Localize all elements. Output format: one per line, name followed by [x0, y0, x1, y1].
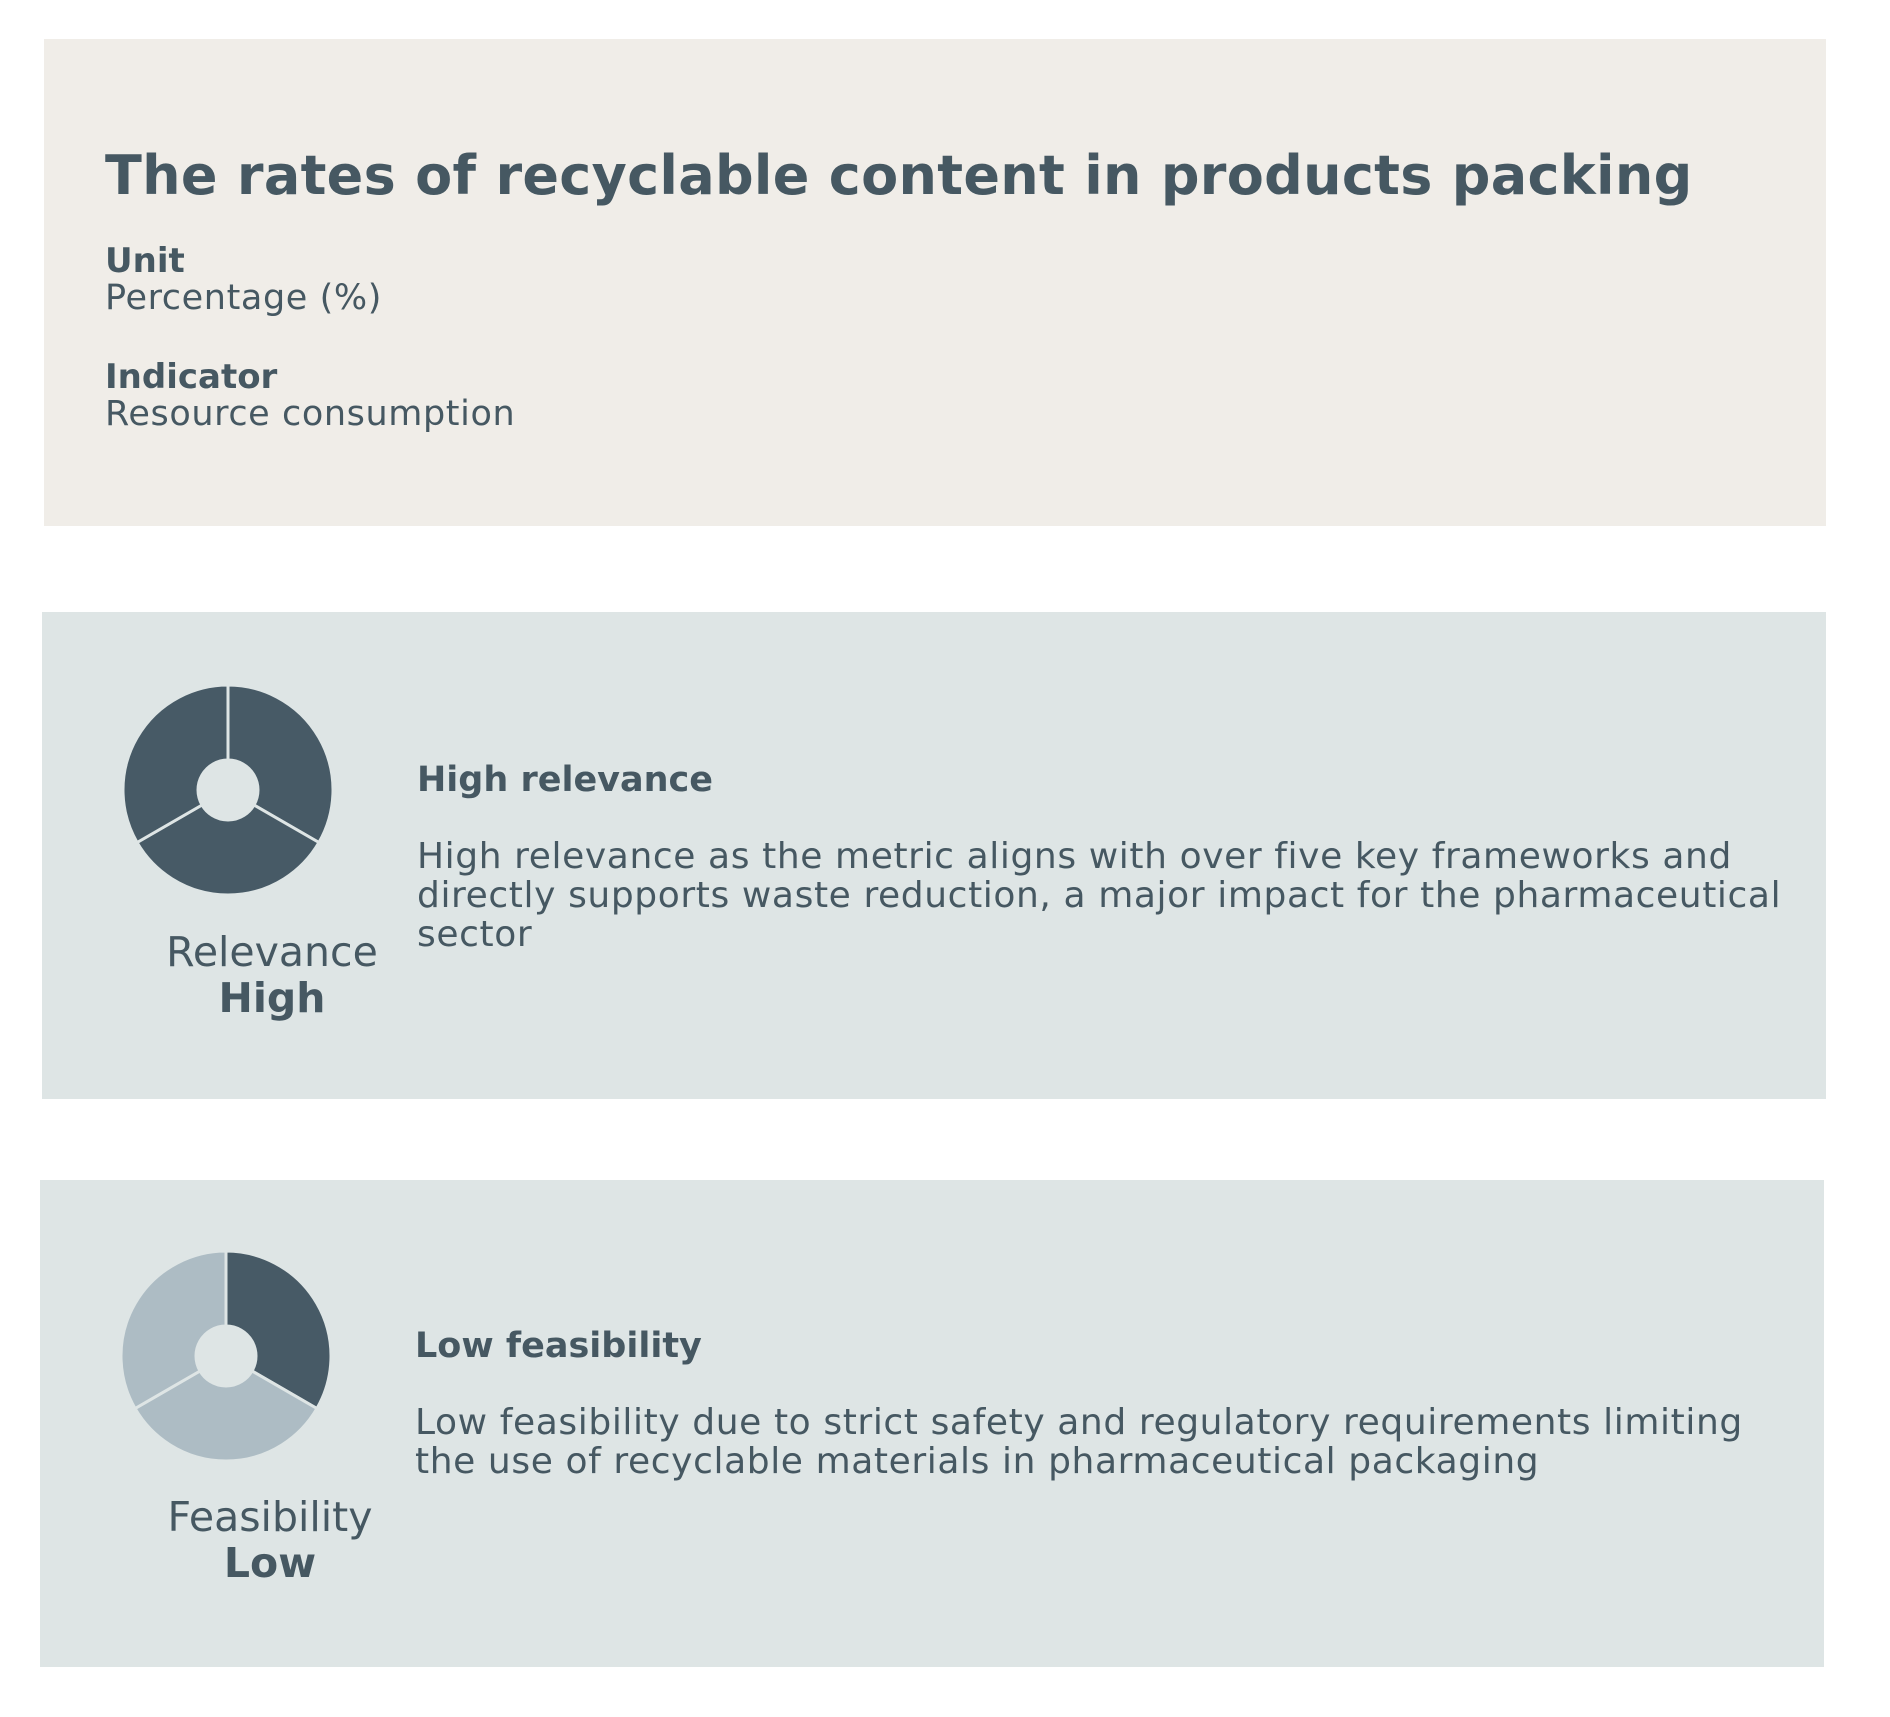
relevance-value: High [218, 974, 326, 1022]
relevance-label: Relevance [166, 928, 378, 976]
feasibility-label: Feasibility [167, 1493, 373, 1541]
relevance-donut-segment-filled [122, 684, 230, 845]
relevance-card: Relevance High High relevance High relev… [42, 612, 1826, 1099]
feasibility-donut-segment-filled [224, 1250, 332, 1411]
feasibility-donut-chart [120, 1250, 332, 1462]
relevance-donut-segment-filled [226, 684, 334, 845]
metric-title: The rates of recyclable content in produ… [105, 144, 1693, 207]
relevance-rating-label: Relevance High [122, 929, 422, 1021]
feasibility-donut-segment-empty [133, 1368, 319, 1462]
indicator-label: Indicator [105, 357, 278, 397]
feasibility-value: Low [223, 1539, 317, 1587]
unit-label: Unit [105, 241, 185, 281]
metric-info-card: The rates of recyclable content in produ… [44, 39, 1826, 526]
feasibility-rating-label: Feasibility Low [120, 1494, 420, 1586]
feasibility-donut-segment-empty [120, 1250, 228, 1411]
feasibility-card: Feasibility Low Low feasibility Low feas… [40, 1180, 1824, 1667]
relevance-description: High relevance as the metric aligns with… [417, 836, 1782, 955]
indicator-value: Resource consumption [105, 394, 516, 434]
relevance-donut-chart [122, 684, 334, 896]
unit-value: Percentage (%) [105, 278, 382, 318]
feasibility-heading: Low feasibility [415, 1326, 702, 1366]
relevance-heading: High relevance [417, 760, 714, 800]
feasibility-description: Low feasibility due to strict safety and… [415, 1402, 1743, 1482]
relevance-donut-segment-filled [135, 802, 321, 896]
